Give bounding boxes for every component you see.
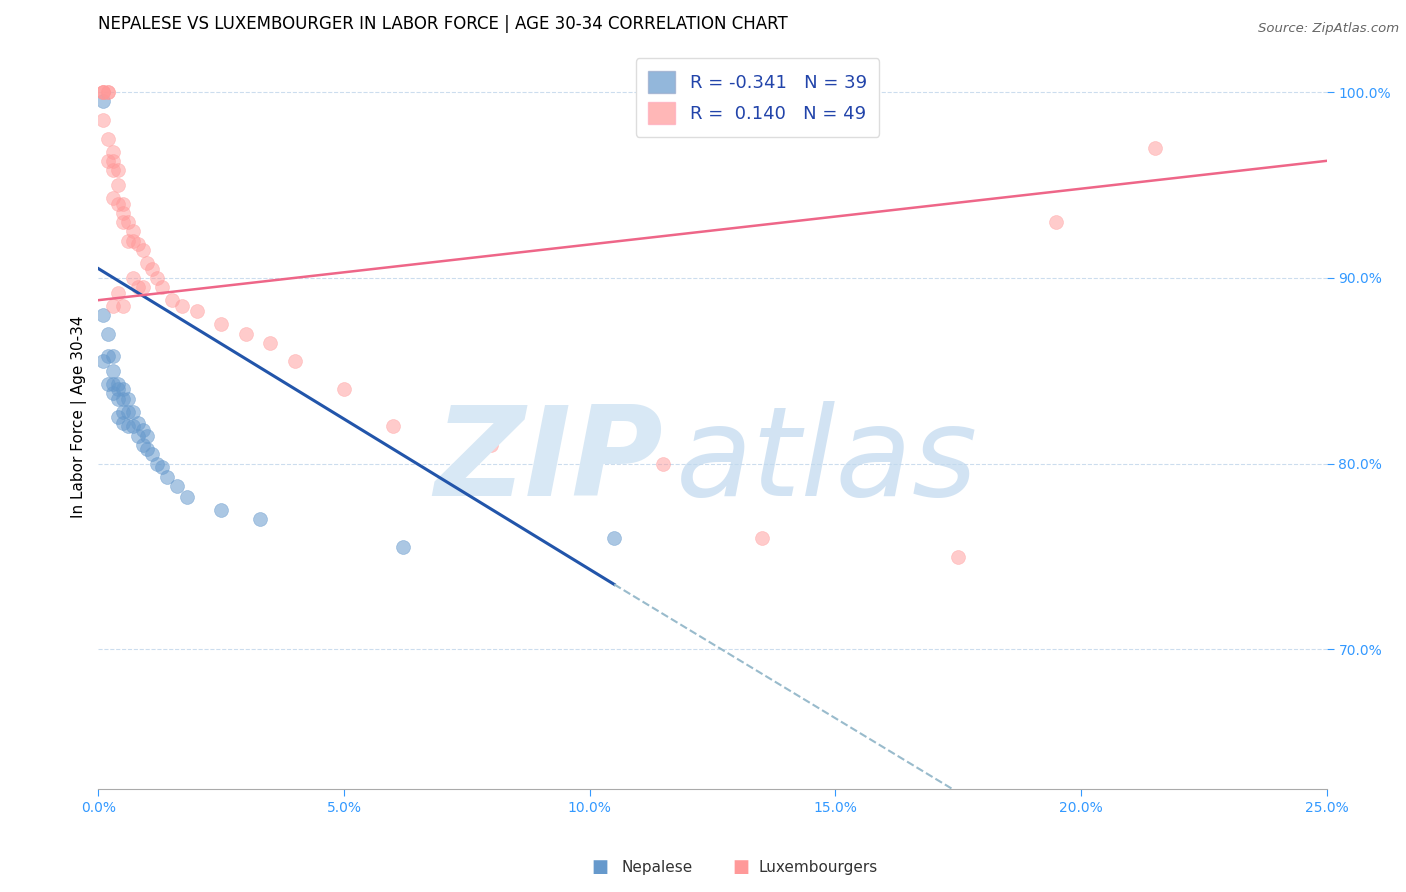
Point: [117, 215, 139, 229]
Point: [127, 280, 149, 294]
Point: [107, 376, 129, 391]
Point: [176, 490, 198, 504]
Point: [111, 416, 134, 430]
Point: [259, 335, 281, 350]
Point: [1143, 141, 1166, 155]
Point: [97, 85, 120, 99]
Point: [91, 85, 114, 99]
Point: [209, 503, 232, 517]
Point: [249, 512, 271, 526]
Point: [121, 234, 143, 248]
Point: [136, 442, 159, 456]
Point: [751, 531, 773, 545]
Point: [101, 153, 124, 168]
Point: [111, 299, 134, 313]
Point: [946, 549, 969, 564]
Point: [333, 382, 356, 396]
Point: [101, 145, 124, 159]
Point: [97, 326, 120, 341]
Point: [131, 438, 153, 452]
Point: [101, 349, 124, 363]
Point: [107, 178, 129, 192]
Point: [111, 404, 134, 418]
Point: [101, 376, 124, 391]
Point: [101, 364, 124, 378]
Point: [150, 460, 173, 475]
Text: Luxembourgers: Luxembourgers: [759, 860, 879, 874]
Point: [101, 299, 124, 313]
Point: [97, 349, 120, 363]
Point: [97, 85, 120, 99]
Point: [107, 163, 129, 178]
Point: [141, 261, 163, 276]
Point: [91, 95, 114, 109]
Point: [97, 376, 120, 391]
Text: ■: ■: [733, 858, 749, 876]
Point: [101, 163, 124, 178]
Point: [235, 326, 257, 341]
Point: [117, 419, 139, 434]
Point: [127, 237, 149, 252]
Point: [107, 196, 129, 211]
Point: [111, 392, 134, 406]
Point: [603, 531, 626, 545]
Y-axis label: In Labor Force | Age 30-34: In Labor Force | Age 30-34: [72, 316, 87, 518]
Point: [97, 131, 120, 145]
Point: [127, 416, 149, 430]
Point: [121, 419, 143, 434]
Point: [117, 404, 139, 418]
Point: [166, 479, 188, 493]
Point: [136, 429, 159, 443]
Point: [91, 308, 114, 322]
Point: [382, 419, 405, 434]
Point: [101, 191, 124, 205]
Point: [121, 404, 143, 418]
Point: [209, 318, 232, 332]
Point: [131, 280, 153, 294]
Point: [284, 354, 307, 368]
Text: Source: ZipAtlas.com: Source: ZipAtlas.com: [1258, 22, 1399, 36]
Point: [121, 224, 143, 238]
Point: [150, 280, 173, 294]
Point: [170, 299, 193, 313]
Point: [136, 256, 159, 270]
Point: [111, 206, 134, 220]
Point: [91, 85, 114, 99]
Text: ZIP: ZIP: [434, 401, 664, 523]
Point: [111, 196, 134, 211]
Point: [101, 386, 124, 401]
Point: [107, 410, 129, 425]
Text: atlas: atlas: [676, 401, 977, 523]
Point: [127, 429, 149, 443]
Point: [121, 271, 143, 285]
Point: [146, 457, 169, 471]
Point: [111, 382, 134, 396]
Point: [117, 234, 139, 248]
Point: [131, 243, 153, 257]
Legend: R = -0.341   N = 39, R =  0.140   N = 49: R = -0.341 N = 39, R = 0.140 N = 49: [636, 58, 879, 136]
Point: [107, 392, 129, 406]
Point: [1045, 215, 1067, 229]
Point: [107, 285, 129, 300]
Point: [97, 153, 120, 168]
Point: [160, 293, 183, 308]
Point: [117, 392, 139, 406]
Text: Nepalese: Nepalese: [621, 860, 692, 874]
Point: [91, 354, 114, 368]
Point: [91, 85, 114, 99]
Point: [156, 469, 179, 483]
Point: [392, 541, 415, 555]
Text: ■: ■: [592, 858, 609, 876]
Text: NEPALESE VS LUXEMBOURGER IN LABOR FORCE | AGE 30-34 CORRELATION CHART: NEPALESE VS LUXEMBOURGER IN LABOR FORCE …: [98, 15, 789, 33]
Point: [652, 457, 675, 471]
Point: [107, 382, 129, 396]
Point: [141, 447, 163, 461]
Point: [91, 113, 114, 128]
Point: [131, 423, 153, 437]
Point: [111, 215, 134, 229]
Point: [146, 271, 169, 285]
Point: [479, 438, 502, 452]
Point: [186, 304, 208, 318]
